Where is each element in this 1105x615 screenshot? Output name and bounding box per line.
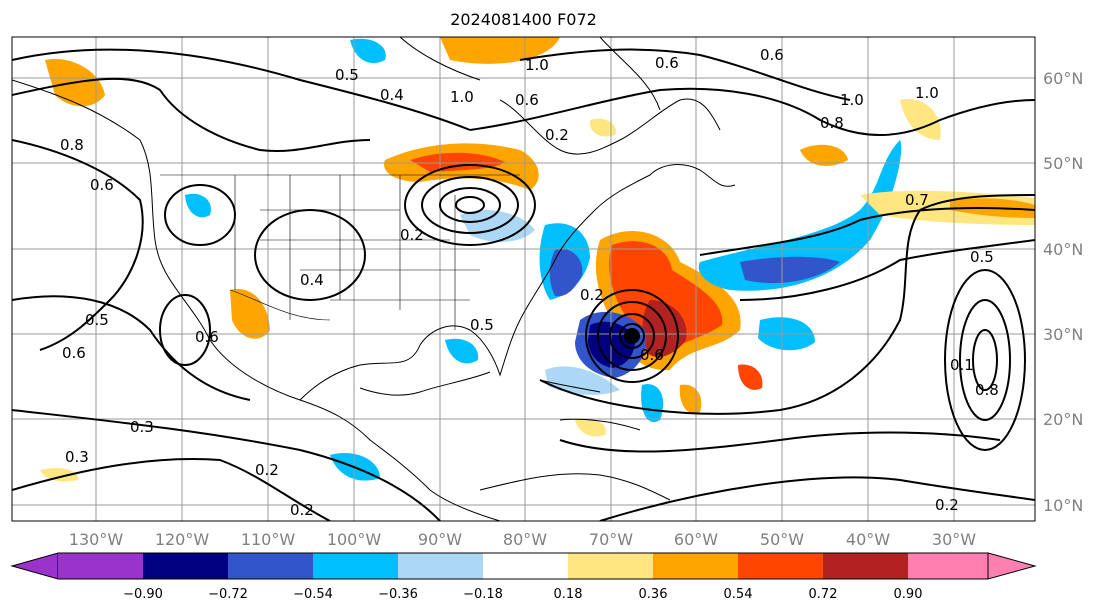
svg-text:1.0: 1.0 — [840, 91, 864, 109]
svg-text:0.5: 0.5 — [970, 248, 994, 266]
colorbar-segment — [568, 553, 653, 579]
svg-text:0.2: 0.2 — [935, 496, 959, 514]
lon-label: 90°W — [418, 530, 462, 549]
colorbar — [10, 552, 1037, 580]
svg-text:0.7: 0.7 — [905, 191, 929, 209]
svg-text:0.2: 0.2 — [400, 226, 424, 244]
lat-label: 60°N — [1043, 69, 1083, 88]
lon-label: 100°W — [327, 530, 382, 549]
lon-label: 60°W — [674, 530, 718, 549]
lon-label: 130°W — [69, 530, 124, 549]
coastlines — [12, 37, 736, 521]
colorbar-under-triangle — [10, 552, 59, 580]
colorbar-segment — [398, 553, 483, 579]
svg-text:0.8: 0.8 — [975, 381, 999, 399]
lat-label: 10°N — [1043, 496, 1083, 515]
lon-label: 50°W — [760, 530, 804, 549]
svg-text:0.6: 0.6 — [515, 91, 539, 109]
colorbar-tick: 0.72 — [809, 587, 838, 602]
colorbar-tick: −0.72 — [208, 587, 248, 602]
svg-text:1.0: 1.0 — [525, 56, 549, 74]
lon-label: 40°W — [846, 530, 890, 549]
colorbar-tick: −0.90 — [123, 587, 163, 602]
lat-label: 30°N — [1043, 325, 1083, 344]
colorbar-segment — [228, 553, 313, 579]
svg-text:0.2: 0.2 — [545, 126, 569, 144]
svg-text:0.8: 0.8 — [820, 114, 844, 132]
colorbar-segment — [313, 553, 398, 579]
colorbar-segment — [143, 553, 228, 579]
svg-text:0.2: 0.2 — [290, 501, 314, 519]
svg-text:0.8: 0.8 — [60, 136, 84, 154]
lat-label: 40°N — [1043, 240, 1083, 259]
colorbar-tick: 0.18 — [554, 587, 583, 602]
svg-text:0.6: 0.6 — [760, 46, 784, 64]
contours — [12, 48, 1035, 521]
lon-label: 110°W — [241, 530, 296, 549]
colorbar-tick: 0.36 — [639, 587, 668, 602]
svg-text:0.4: 0.4 — [300, 271, 324, 289]
lon-label: 70°W — [589, 530, 633, 549]
borders — [160, 174, 520, 330]
colorbar-tick: 0.90 — [894, 587, 923, 602]
colorbar-segment — [823, 553, 908, 579]
svg-text:1.0: 1.0 — [450, 88, 474, 106]
map-background — [12, 37, 1035, 521]
svg-text:0.2: 0.2 — [255, 461, 279, 479]
svg-text:0.6: 0.6 — [90, 176, 114, 194]
map-title: 2024081400 F072 — [450, 10, 597, 29]
lat-label: 20°N — [1043, 410, 1083, 429]
svg-text:0.1: 0.1 — [950, 356, 974, 374]
colorbar-tick: −0.54 — [293, 587, 333, 602]
colorbar-segment — [483, 553, 568, 579]
svg-text:0.6: 0.6 — [62, 344, 86, 362]
svg-text:0.5: 0.5 — [470, 316, 494, 334]
svg-text:0.6: 0.6 — [640, 346, 664, 364]
colorbar-ticks: −0.90 −0.72 −0.54 −0.36 −0.18 0.18 0.36 … — [123, 587, 922, 602]
contour-labels: 0.8 1.0 0.6 0.4 0.2 0.6 0.4 0.5 0.2 0.6 … — [60, 46, 999, 519]
colorbar-tick: 0.54 — [724, 587, 753, 602]
colorbar-tick: −0.18 — [463, 587, 503, 602]
map-frame — [11, 36, 1036, 522]
longitude-labels: 130°W 120°W 110°W 100°W 90°W 80°W 70°W 6… — [69, 530, 976, 549]
lat-label: 50°N — [1043, 154, 1083, 173]
lon-label: 80°W — [503, 530, 547, 549]
svg-text:0.5: 0.5 — [85, 311, 109, 329]
lon-label: 120°W — [155, 530, 210, 549]
svg-text:0.3: 0.3 — [65, 448, 89, 466]
svg-text:0.4: 0.4 — [380, 86, 404, 104]
svg-text:0.5: 0.5 — [335, 66, 359, 84]
colorbar-segment — [738, 553, 823, 579]
colorbar-segment — [908, 553, 988, 579]
colorbar-segment — [653, 553, 738, 579]
svg-text:0.2: 0.2 — [580, 286, 604, 304]
latitude-labels: 60°N 50°N 40°N 30°N 20°N 10°N — [1043, 69, 1083, 515]
colorbar-segment — [58, 553, 143, 579]
svg-text:0.6: 0.6 — [655, 54, 679, 72]
svg-text:0.6: 0.6 — [195, 328, 219, 346]
colorbar-tick: −0.36 — [378, 587, 418, 602]
colorbar-over-triangle — [987, 552, 1037, 580]
hurricane-center — [624, 328, 640, 344]
svg-text:0.3: 0.3 — [130, 418, 154, 436]
lon-label: 30°W — [932, 530, 976, 549]
svg-text:1.0: 1.0 — [915, 84, 939, 102]
